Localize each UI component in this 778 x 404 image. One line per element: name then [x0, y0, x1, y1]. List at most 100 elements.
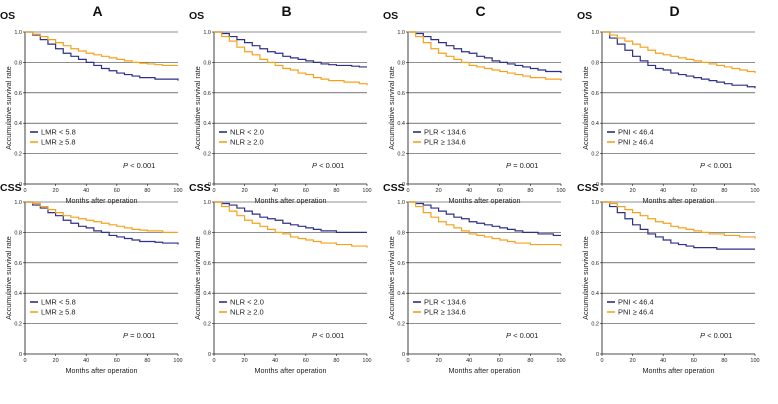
y-tick-label: 0.8 — [591, 60, 599, 66]
x-axis-title: Months after operation — [66, 366, 138, 375]
column-letter-a: A — [92, 3, 102, 19]
x-tick-label: 0 — [406, 188, 409, 194]
y-tick-label: 0.4 — [591, 121, 599, 127]
panel-label: OS — [383, 10, 398, 22]
p-value-label: P < 0.001 — [506, 331, 538, 340]
x-tick-label: 80 — [333, 188, 339, 194]
x-tick-label: 20 — [436, 188, 442, 194]
y-tick-label: 1.0 — [203, 200, 211, 206]
x-tick-label: 0 — [406, 358, 409, 364]
p-value: < 0.001 — [705, 161, 732, 170]
legend-label: NLR ≥ 2.0 — [230, 138, 264, 147]
p-symbol: P — [312, 161, 317, 170]
y-tick-label: 0.2 — [203, 322, 211, 328]
p-value: = 0.001 — [128, 331, 155, 340]
y-tick-label: 0 — [208, 352, 211, 358]
x-axis-title: Months after operation — [66, 196, 138, 205]
x-tick-label: 20 — [242, 358, 248, 364]
x-tick-label: 40 — [272, 358, 278, 364]
y-tick-label: 0.8 — [203, 60, 211, 66]
column-letter-c: C — [475, 3, 485, 19]
x-tick-label: 60 — [691, 188, 697, 194]
p-value: < 0.001 — [317, 331, 344, 340]
legend-label: LMR < 5.8 — [41, 128, 76, 137]
x-tick-label: 60 — [691, 358, 697, 364]
y-tick-label: 0.2 — [397, 322, 405, 328]
x-tick-label: 20 — [242, 188, 248, 194]
survival-curve-high-group — [408, 31, 562, 81]
x-tick-label: 60 — [497, 358, 503, 364]
y-tick-label: 0.6 — [591, 261, 599, 267]
y-tick-label: 0.4 — [203, 291, 211, 297]
p-symbol: P — [312, 331, 317, 340]
legend-label: NLR ≥ 2.0 — [230, 308, 264, 317]
x-tick-label: 60 — [303, 188, 309, 194]
y-tick-label: 0.6 — [14, 91, 22, 97]
p-value-label: P = 0.001 — [506, 161, 538, 170]
x-tick-label: 80 — [721, 188, 727, 194]
x-tick-label: 40 — [466, 358, 472, 364]
x-tick-label: 0 — [23, 358, 26, 364]
y-tick-label: 1.0 — [591, 30, 599, 36]
p-symbol: P — [700, 331, 705, 340]
y-tick-label: 0 — [19, 352, 22, 358]
x-tick-label: 60 — [303, 358, 309, 364]
y-tick-label: 0.2 — [14, 152, 22, 158]
p-symbol: P — [123, 161, 128, 170]
legend-label: PNI ≥ 46.4 — [618, 138, 653, 147]
y-tick-label: 0.6 — [397, 91, 405, 97]
y-tick-label: 0 — [402, 352, 405, 358]
x-tick-label: 0 — [23, 188, 26, 194]
x-tick-label: 60 — [114, 358, 120, 364]
x-tick-label: 0 — [600, 358, 603, 364]
p-value-label: P < 0.001 — [123, 161, 155, 170]
x-tick-label: 40 — [272, 188, 278, 194]
y-tick-label: 0.8 — [14, 230, 22, 236]
x-tick-label: 0 — [212, 188, 215, 194]
legend-label: LMR < 5.8 — [41, 298, 76, 307]
legend-label: NLR < 2.0 — [230, 128, 264, 137]
column-letter-b: B — [281, 3, 291, 19]
y-tick-label: 0.2 — [591, 152, 599, 158]
x-tick-label: 100 — [362, 188, 371, 194]
x-tick-label: 100 — [750, 358, 759, 364]
y-tick-label: 0.8 — [14, 60, 22, 66]
y-tick-label: 0.8 — [591, 230, 599, 236]
y-tick-label: 0.8 — [203, 230, 211, 236]
y-tick-label: 0.8 — [397, 230, 405, 236]
p-value-label: P < 0.001 — [312, 161, 344, 170]
x-axis-title: Months after operation — [643, 366, 715, 375]
x-axis-title: Months after operation — [255, 366, 327, 375]
y-tick-label: 0.6 — [591, 91, 599, 97]
x-axis-title: Months after operation — [449, 196, 521, 205]
p-symbol: P — [506, 161, 511, 170]
panel-label: CSS — [383, 182, 405, 194]
y-axis-title: Accumulative survival rate — [193, 236, 202, 320]
x-tick-label: 40 — [466, 188, 472, 194]
y-tick-label: 0.4 — [591, 291, 599, 297]
panel-label: CSS — [577, 182, 599, 194]
y-tick-label: 0.2 — [14, 322, 22, 328]
y-tick-label: 1.0 — [591, 200, 599, 206]
x-tick-label: 40 — [660, 358, 666, 364]
x-tick-label: 80 — [333, 358, 339, 364]
x-tick-label: 80 — [144, 358, 150, 364]
x-tick-label: 60 — [497, 188, 503, 194]
p-value-label: P < 0.001 — [700, 161, 732, 170]
p-value-label: P < 0.001 — [700, 331, 732, 340]
p-value: < 0.001 — [705, 331, 732, 340]
y-tick-label: 0.4 — [203, 121, 211, 127]
x-tick-label: 20 — [630, 188, 636, 194]
y-tick-label: 1.0 — [14, 200, 22, 206]
x-tick-label: 40 — [660, 188, 666, 194]
x-tick-label: 80 — [527, 188, 533, 194]
y-axis-title: Accumulative survival rate — [387, 66, 396, 150]
y-axis-title: Accumulative survival rate — [387, 236, 396, 320]
x-tick-label: 40 — [83, 358, 89, 364]
legend-label: NLR < 2.0 — [230, 298, 264, 307]
p-value-label: P < 0.001 — [312, 331, 344, 340]
survival-curve-low-group — [25, 31, 179, 81]
